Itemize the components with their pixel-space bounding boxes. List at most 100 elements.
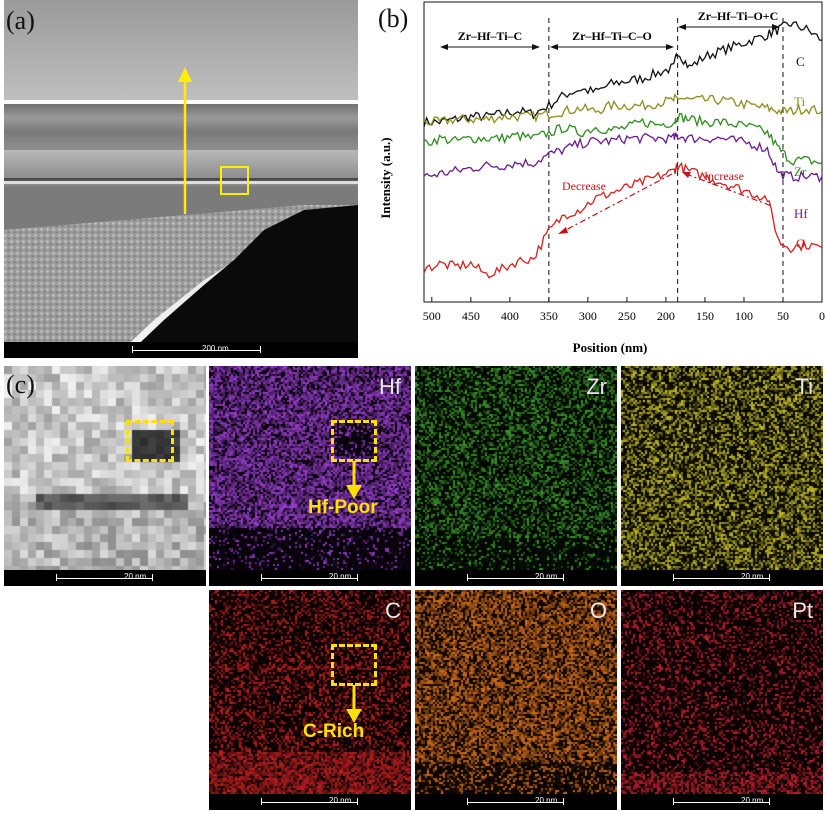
highlight-box: [331, 644, 377, 686]
panel-a-micrograph: 200 nm: [4, 0, 358, 358]
x-tick-label-450: 450: [462, 309, 480, 323]
x-tick-label-500: 500: [423, 309, 441, 323]
series-label-o: O: [796, 236, 805, 251]
highlight-box: [126, 420, 174, 462]
series-label-hf: Hf: [794, 206, 808, 221]
series-line-hf: [423, 132, 823, 184]
trend-arrows: [558, 172, 773, 234]
scalebar-line: [673, 802, 769, 803]
map-label-pt: Pt: [792, 598, 813, 623]
micrograph-image: [4, 0, 358, 358]
plot-frame: [423, 1, 823, 303]
series-label-c: C: [796, 54, 805, 69]
scalebar-tick-left: [261, 798, 262, 805]
scalebar-strip-c: 20 nm: [209, 794, 411, 810]
x-axis-title: Position (nm): [573, 340, 648, 355]
map-tile-c: C 20 nm C-Rich: [209, 590, 411, 810]
scalebar-tick-right: [769, 574, 770, 581]
scalebar-tick-left: [467, 798, 468, 805]
decrease-annotation: Decrease: [562, 179, 606, 193]
scalebar-tick-right: [357, 574, 358, 581]
highlight-box: [331, 420, 377, 462]
scalebar-strip-hf: 20 nm: [209, 570, 411, 586]
map-label-c: C: [385, 598, 401, 623]
x-tick-label-250: 250: [618, 309, 636, 323]
scalebar-tick-right: [357, 798, 358, 805]
series-line-c: [423, 21, 823, 128]
x-tick-label-0: 0: [819, 309, 825, 323]
map-image-hf: [209, 366, 411, 570]
scalebar-line: [261, 578, 357, 579]
x-tick-label-300: 300: [579, 309, 597, 323]
series-line-ti: [423, 93, 823, 126]
scalebar-line: [261, 802, 357, 803]
scalebar-strip-pt: 20 nm: [621, 794, 823, 810]
scalebar-tick-left: [673, 574, 674, 581]
line-profile-chart: 500 450 400 350 300 250 200 150 100 50 0 Zr–Hf–Ti–…: [378, 1, 825, 355]
scalebar-strip-ti: 20 nm: [621, 570, 823, 586]
map-tile-ti: Ti 20 nm: [621, 366, 823, 586]
scalebar-line: [467, 802, 563, 803]
scalebar-strip: 200 nm: [4, 342, 358, 358]
scalebar-label-bse: 20 nm: [124, 572, 147, 581]
scalebar-tick-right: [769, 798, 770, 805]
map-image-ti: [621, 366, 823, 570]
region-arrows: [440, 24, 780, 50]
map-tile-hf: Hf 20 nm Hf-Poor: [209, 366, 411, 586]
region-label-2: Zr–Hf–Ti–C–O: [572, 29, 652, 43]
panel-c-label: (c): [6, 370, 35, 399]
scalebar-tick-right: [260, 346, 261, 353]
scalebar-line: [56, 578, 152, 579]
scalebar-strip-zr: 20 nm: [415, 570, 617, 586]
map-tile-bse: 20 nm: [4, 366, 206, 586]
x-tick-label-100: 100: [735, 309, 753, 323]
scalebar-label-c: 20 nm: [329, 796, 352, 805]
scalebar-line: [467, 578, 563, 579]
down-arrow-icon: [346, 461, 362, 499]
scalebar-tick-left: [132, 346, 133, 353]
x-tick-label-400: 400: [501, 309, 519, 323]
map-tile-o: O 20 nm: [415, 590, 617, 810]
c-rich-tag: C-Rich: [303, 721, 365, 742]
map-image-pt: [621, 590, 823, 794]
scalebar-tick-left: [673, 798, 674, 805]
scalebar-tick-right: [563, 798, 564, 805]
map-image-bse: [4, 366, 206, 570]
scalebar-tick-left: [261, 574, 262, 581]
scalebar-tick-left: [467, 574, 468, 581]
map-tile-zr: Zr 20 nm: [415, 366, 617, 586]
series-label-ti: Ti: [794, 94, 805, 109]
map-image-zr: [415, 366, 617, 570]
scalebar-line: [673, 578, 769, 579]
map-label-zr: Zr: [586, 374, 607, 399]
panel-b-label: (b): [378, 4, 409, 33]
scalebar-strip-bse: 20 nm: [4, 570, 206, 586]
scalebar-label-pt: 20 nm: [741, 796, 764, 805]
x-tick-label-50: 50: [777, 309, 789, 323]
y-axis-title: Intensity (a.u.): [378, 137, 393, 218]
x-tick-label-350: 350: [540, 309, 558, 323]
series-line-zr: [423, 113, 823, 166]
x-tick-label-200: 200: [657, 309, 675, 323]
hf-poor-tag: Hf-Poor: [308, 497, 378, 518]
map-image-o: [415, 590, 617, 794]
scalebar-tick-right: [152, 574, 153, 581]
increase-annotation: Increase: [704, 169, 744, 183]
scalebar-label-ti: 20 nm: [741, 572, 764, 581]
down-arrow-icon: [346, 685, 362, 723]
series-label-zr: Zr: [794, 164, 807, 179]
scalebar-line: [132, 350, 260, 351]
region-label-3: Zr–Hf–Ti–O+C: [698, 9, 779, 23]
scalebar-tick-right: [563, 574, 564, 581]
map-image-c: [209, 590, 411, 794]
scalebar-label: 200 nm: [202, 344, 229, 353]
scalebar-strip-o: 20 nm: [415, 794, 617, 810]
region-label-1: Zr–Hf–Ti–C: [458, 29, 522, 43]
scalebar-label-zr: 20 nm: [535, 572, 558, 581]
x-tick-label-150: 150: [696, 309, 714, 323]
scalebar-label-o: 20 nm: [535, 796, 558, 805]
scalebar-tick-left: [56, 574, 57, 581]
panel-a-label: (a): [6, 6, 35, 35]
map-tile-pt: Pt 20 nm: [621, 590, 823, 810]
map-label-o: O: [589, 598, 607, 623]
